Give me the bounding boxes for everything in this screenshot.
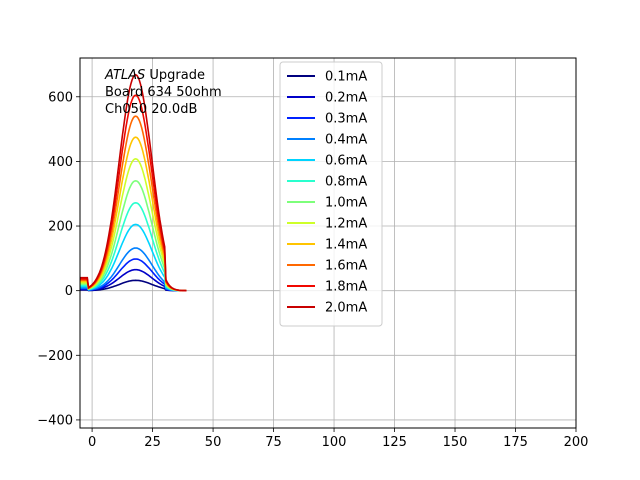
legend-label: 0.4mA xyxy=(325,133,367,148)
x-tick-label: 75 xyxy=(265,435,282,450)
x-tick-label: 0 xyxy=(88,435,96,450)
legend-label: 0.6mA xyxy=(325,154,367,169)
x-axis: 0 25 50 75 100 125 150 175 200 xyxy=(88,428,588,450)
legend-label: 0.1mA xyxy=(325,70,367,85)
x-tick-label: 125 xyxy=(382,435,407,450)
legend-box xyxy=(279,61,383,327)
legend: 0.1mA 0.2mA 0.3mA 0.4mA 0.6mA 0.8mA 1.0mA 1.2mA… xyxy=(279,61,383,327)
y-tick-label: −400 xyxy=(37,413,73,428)
legend-label: 2.0mA xyxy=(325,301,367,316)
annotation-line: Board 634 50ohm xyxy=(105,85,222,100)
legend-label: 0.3mA xyxy=(325,112,367,127)
annotation-line: ATLAS Upgrade xyxy=(104,68,205,83)
y-tick-label: 0 xyxy=(65,284,73,299)
x-tick-label: 50 xyxy=(205,435,222,450)
y-tick-label: 400 xyxy=(48,155,73,170)
legend-label: 1.2mA xyxy=(325,217,367,232)
series-group xyxy=(80,73,187,292)
legend-label: 0.2mA xyxy=(325,91,367,106)
y-tick-label: 200 xyxy=(48,220,73,235)
x-tick-label: 175 xyxy=(503,435,528,450)
annotation-line: Ch050 20.0dB xyxy=(105,102,197,117)
x-tick-label: 150 xyxy=(443,435,468,450)
x-tick-label: 25 xyxy=(144,435,161,450)
legend-label: 1.6mA xyxy=(325,259,367,274)
legend-label: 1.0mA xyxy=(325,196,367,211)
x-tick-label: 100 xyxy=(322,435,347,450)
series-line-2.0mA xyxy=(80,73,187,292)
x-tick-label: 200 xyxy=(564,435,589,450)
plot-frame xyxy=(79,57,577,429)
legend-label: 0.8mA xyxy=(325,175,367,190)
legend-label: 1.8mA xyxy=(325,280,367,295)
y-axis: −400 −200 0 200 400 600 xyxy=(37,90,80,428)
annotation: ATLAS Upgrade Board 634 50ohm Ch050 20.0… xyxy=(104,68,222,117)
legend-label: 1.4mA xyxy=(325,238,367,253)
y-tick-label: 600 xyxy=(48,90,73,105)
y-tick-label: −200 xyxy=(37,349,73,364)
